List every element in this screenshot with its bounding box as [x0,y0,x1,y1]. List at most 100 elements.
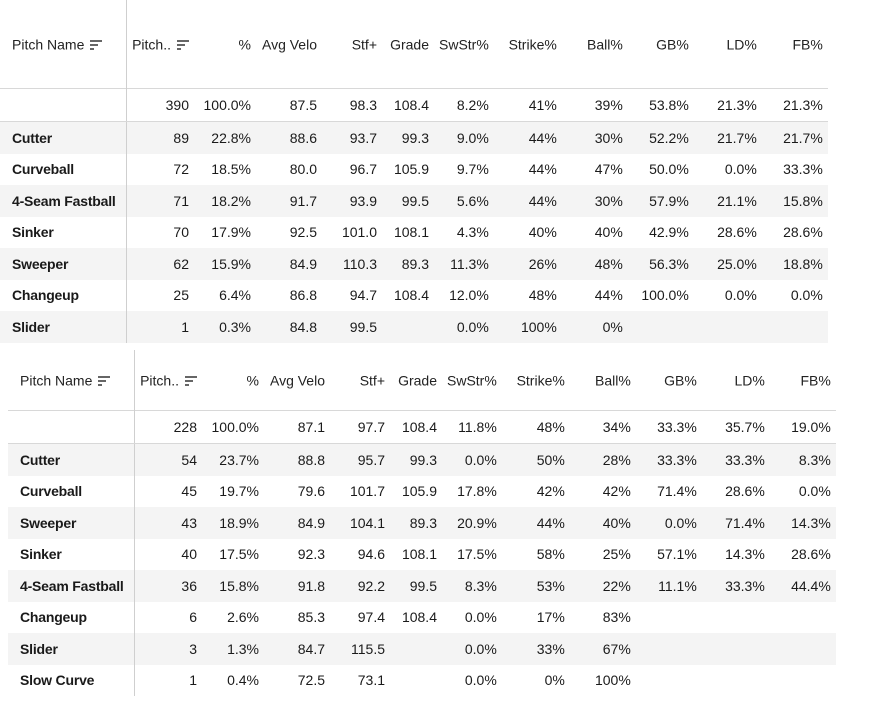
stat-cell: 5.6% [434,185,494,217]
column-header[interactable]: LD% [702,350,770,411]
column-header[interactable]: Pitch Name [8,350,135,411]
column-header-label: Grade [390,36,429,53]
table-row[interactable]: Slider 1 0.3% 84.8 99.5 0.0% 100% 0% [0,311,828,343]
column-header[interactable]: % [202,350,264,411]
stat-cell: 52.2% [627,121,694,154]
stat-cell: 11.3% [434,248,494,280]
stat-cell: 62 [126,248,194,280]
column-header-label: LD% [726,36,757,53]
column-header[interactable]: Pitch Name [0,0,127,89]
column-header[interactable]: Ball% [570,350,636,411]
stat-cell: 42% [536,483,565,500]
stat-cell: 36 [134,570,202,602]
pitch-name-cell: Cutter [0,121,127,154]
summary-row: 390 100.0% 87.5 98.3 108.4 8.2% 41% 39% 53.8% 21.… [0,88,828,122]
stat-cell: 108.1 [393,224,429,241]
column-header[interactable]: Grade [382,0,434,89]
column-header[interactable]: % [194,0,256,89]
sort-icon[interactable] [185,375,197,386]
stat-cell: 85.3 [297,609,325,626]
stat-cell: 0.0% [724,161,757,178]
stat-cell: 105.9 [393,161,429,178]
stat-cell [390,633,442,665]
stat-cell: 1 [126,311,194,343]
stat-cell: 50% [501,443,570,476]
stat-cell: 115.5 [330,633,390,665]
stat-cell: 22.8% [194,121,256,154]
column-header[interactable]: GB% [628,0,694,89]
table-row[interactable]: Sinker 40 17.5% 92.3 94.6 108.1 17.5% 58% 25% 57.… [8,538,836,570]
stat-cell: 33.3% [635,443,702,476]
stat-cell: 42.9% [649,224,689,241]
table-row[interactable]: Changeup 6 2.6% 85.3 97.4 108.4 0.0% 17% 83% [8,601,836,633]
column-header-label: Pitch.. [132,36,171,53]
table-row[interactable]: Sinker 70 17.9% 92.5 101.0 108.1 4.3% 40% 40% 42.… [0,216,828,248]
sort-icon[interactable] [90,39,103,50]
stat-cell: 71 [126,185,194,217]
stat-cell [761,311,828,343]
table-row[interactable]: Changeup 25 6.4% 86.8 94.7 108.4 12.0% 48% 44% 10… [0,279,828,311]
stat-cell [382,311,434,343]
table-row[interactable]: Curveball 72 18.5% 80.0 96.7 105.9 9.7% 44% 47% 5… [0,153,828,185]
table-row[interactable]: Sweeper 43 18.9% 84.9 104.1 89.3 20.9% 44% 40% 0.… [8,507,836,539]
stat-cell: 8.3% [442,570,502,602]
table-row[interactable]: Slow Curve 1 0.4% 72.5 73.1 0.0% 0% 100% [8,664,836,696]
stat-cell: 84.9 [264,507,330,539]
table-row[interactable]: 4-Seam Fastball 71 18.2% 91.7 93.9 99.5 5.6% 44… [0,185,828,217]
table-row[interactable]: Cutter 54 23.7% 88.8 95.7 99.3 0.0% 50% 28% 33.3%… [8,443,836,476]
column-header-label: Avg Velo [261,36,317,53]
table-row[interactable]: Sweeper 62 15.9% 84.9 110.3 89.3 11.3% 26% 48% 56… [0,248,828,280]
column-header[interactable]: Stf+ [330,350,390,411]
stat-cell: 84.8 [256,311,322,343]
stat-cell: 0% [561,311,628,343]
stats-table: Pitch Name Pitch..% Avg Velo Stf+ Grade SwStr… [8,350,836,696]
summary-cell: 39% [561,88,628,122]
stat-cell: 70 [173,224,189,241]
stats-table: Pitch Name Pitch..% Avg Velo Stf+ Grade SwStr… [0,0,828,343]
column-header-label: Strike% [508,36,557,53]
stat-cell: 17% [536,609,565,626]
column-header[interactable]: SwStr% [434,0,494,89]
table-row[interactable]: 4-Seam Fastball 36 15.8% 91.8 92.2 99.5 8.3% 53… [8,570,836,602]
column-header[interactable]: Pitch.. [134,350,202,411]
stat-cell: 89.3 [390,507,442,539]
column-header[interactable]: Ball% [562,0,628,89]
column-header[interactable]: SwStr% [442,350,502,411]
column-header[interactable]: FB% [762,0,828,89]
column-header[interactable]: LD% [694,0,762,89]
stat-cell: 21.1% [693,185,762,217]
stat-cell: 48% [561,248,628,280]
stat-cell [627,311,694,343]
column-header[interactable]: Avg Velo [256,0,322,89]
column-header[interactable]: Grade [390,350,442,411]
stat-cell: 44% [493,185,562,217]
summary-cell: 228 [134,410,202,444]
column-header[interactable]: Stf+ [322,0,382,89]
sort-icon[interactable] [98,375,111,386]
column-header[interactable]: FB% [770,350,836,411]
stat-cell: 30% [561,121,628,154]
column-header[interactable]: GB% [636,350,702,411]
stat-cell: 44% [493,121,562,154]
pitch-name-cell: Sweeper [8,507,135,539]
table-row[interactable]: Cutter 89 22.8% 88.6 93.7 99.3 9.0% 44% 30% 52.2%… [0,121,828,154]
column-header[interactable]: Pitch.. [126,0,194,89]
pitch-table-2: Pitch Name Pitch..% Avg Velo Stf+ Grade SwStr… [8,350,880,696]
table-row[interactable]: Curveball 45 19.7% 79.6 101.7 105.9 17.8% 42% 42… [8,475,836,507]
stat-cell: 95.7 [330,443,390,476]
table-row[interactable]: Slider 3 1.3% 84.7 115.5 0.0% 33% 67% [8,633,836,665]
stat-cell: 42% [602,483,631,500]
column-header[interactable]: Strike% [502,350,570,411]
pitch-table-1: Pitch Name Pitch..% Avg Velo Stf+ Grade SwStr… [0,0,880,343]
summary-cell: 21.3% [693,88,762,122]
column-header[interactable]: Avg Velo [264,350,330,411]
column-header[interactable]: Strike% [494,0,562,89]
column-header-label: GB% [664,372,697,389]
stat-cell: 89.3 [382,248,434,280]
column-header-label: SwStr% [439,36,489,53]
column-header-label: Ball% [587,36,623,53]
stat-cell: 96.7 [349,161,377,178]
sort-icon[interactable] [177,39,189,50]
stat-cell: 11.1% [635,570,702,602]
summary-cell: 108.4 [390,410,442,444]
